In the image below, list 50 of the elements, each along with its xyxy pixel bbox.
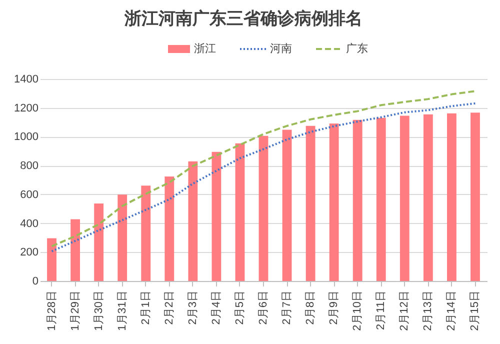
- chart-title: 浙江河南广东三省确诊病例排名: [124, 9, 362, 28]
- y-tick-label: 0: [32, 276, 38, 288]
- x-tick-label: 2月14日: [446, 290, 458, 331]
- bar: [212, 152, 222, 281]
- y-tick-label: 800: [20, 160, 38, 172]
- legend-label: 浙江: [194, 42, 216, 55]
- bar: [306, 126, 316, 281]
- bar: [164, 176, 174, 281]
- y-tick-label: 400: [20, 218, 38, 230]
- bar: [400, 116, 410, 281]
- x-tick-label: 1月31日: [116, 290, 128, 331]
- x-tick-label: 2月4日: [210, 290, 222, 325]
- x-tick-label: 2月8日: [304, 290, 317, 325]
- y-tick-label: 1000: [14, 131, 38, 144]
- bar: [94, 204, 104, 281]
- x-tick-label: 1月28日: [46, 290, 58, 331]
- x-tick-label: 2月12日: [398, 290, 411, 331]
- y-tick-label: 1200: [14, 102, 38, 114]
- x-tick-label: 2月1日: [140, 290, 152, 325]
- bar: [352, 120, 362, 281]
- x-tick-label: 2月15日: [469, 290, 482, 331]
- x-tick-label: 2月2日: [163, 290, 176, 325]
- bar: [282, 130, 292, 281]
- bar: [423, 114, 433, 281]
- bar: [329, 123, 339, 281]
- legend-label: 广东: [346, 42, 368, 55]
- x-tick-label: 2月9日: [328, 290, 340, 325]
- x-tick-label: 1月29日: [69, 290, 82, 331]
- bar: [447, 113, 456, 281]
- y-tick-label: 1400: [14, 74, 38, 86]
- x-tick-label: 2月13日: [422, 290, 434, 331]
- legend-label: 河南: [270, 42, 292, 55]
- bar: [470, 112, 480, 281]
- bar: [258, 136, 268, 281]
- bar: [376, 118, 386, 281]
- x-tick-label: 2月7日: [281, 290, 294, 325]
- x-tick-label: 2月6日: [258, 290, 270, 325]
- bar: [70, 219, 80, 281]
- y-tick-label: 200: [20, 246, 38, 259]
- bar: [235, 143, 245, 281]
- bar: [118, 194, 128, 281]
- bar: [141, 186, 151, 281]
- x-tick-label: 2月11日: [375, 290, 388, 330]
- y-tick-label: 600: [20, 188, 38, 201]
- x-tick-label: 2月5日: [234, 290, 246, 325]
- bar: [47, 238, 56, 281]
- x-tick-label: 2月3日: [186, 290, 199, 325]
- x-tick-label: 2月10日: [352, 290, 364, 331]
- bar: [188, 161, 198, 281]
- x-tick-label: 1月30日: [92, 290, 105, 331]
